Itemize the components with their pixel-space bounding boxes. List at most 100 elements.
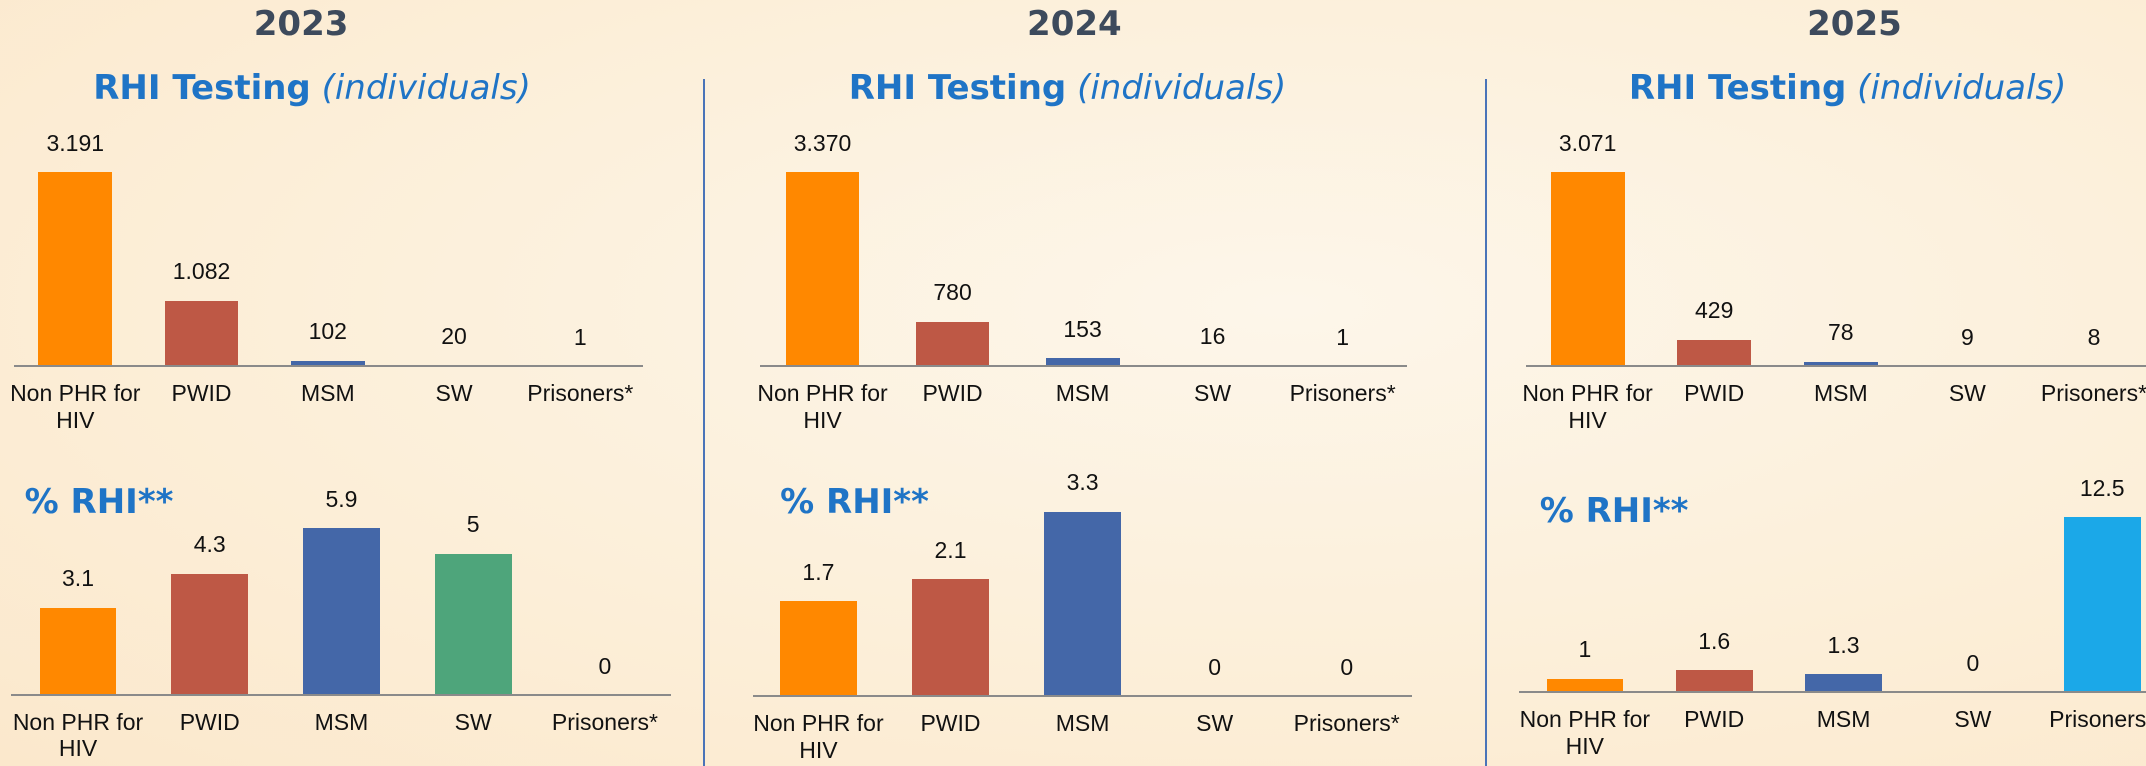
x-tick-label: SW bbox=[1196, 710, 1234, 737]
bar bbox=[912, 579, 989, 697]
bar bbox=[1805, 674, 1882, 693]
bar bbox=[1550, 172, 1625, 367]
x-tick-label: SW bbox=[1194, 380, 1232, 407]
chart-title: % RHI** bbox=[1540, 491, 1689, 531]
x-tick-label: MSM bbox=[1816, 706, 1871, 733]
value-label: 2.1 bbox=[934, 536, 967, 563]
title-main: RHI Testing bbox=[93, 68, 311, 109]
value-label: 12.5 bbox=[2079, 474, 2125, 501]
x-tick-label: PWID bbox=[179, 708, 240, 735]
x-tick-label: SW bbox=[1948, 380, 1986, 407]
x-tick-label: MSM bbox=[1813, 380, 1868, 407]
bar bbox=[785, 172, 860, 367]
year-heading: 2023 bbox=[253, 4, 349, 45]
baseline bbox=[1519, 691, 2146, 694]
bar bbox=[1045, 357, 1120, 367]
x-tick-label: SW bbox=[1954, 706, 1992, 733]
value-label: 3.370 bbox=[793, 130, 852, 157]
value-label: 4.3 bbox=[193, 531, 226, 558]
bar bbox=[915, 321, 990, 367]
x-tick-label: MSM bbox=[314, 708, 369, 735]
x-tick-label: Prisoners* bbox=[1289, 380, 1396, 407]
value-label: 1 bbox=[1578, 636, 1592, 663]
title-main: % RHI** bbox=[24, 481, 174, 522]
x-tick-label: Prisoners* bbox=[551, 708, 658, 735]
value-label: 1.3 bbox=[1827, 631, 1860, 658]
value-label: 0 bbox=[598, 652, 612, 679]
value-label: 102 bbox=[308, 318, 347, 345]
bar bbox=[780, 601, 857, 697]
x-tick-label: Prisoners* bbox=[2049, 706, 2146, 733]
x-tick-label: SW bbox=[435, 380, 473, 407]
bar bbox=[1677, 339, 1752, 367]
value-label: 3.191 bbox=[46, 130, 105, 157]
value-label: 1.6 bbox=[1698, 627, 1731, 654]
value-label: 0 bbox=[1340, 654, 1354, 681]
chart-title: RHI Testing (individuals) bbox=[93, 68, 531, 108]
baseline bbox=[759, 365, 1407, 368]
x-tick-label: Prisoners* bbox=[527, 380, 634, 407]
bar bbox=[1803, 361, 1878, 367]
bar bbox=[1675, 670, 1753, 693]
bar bbox=[434, 553, 512, 696]
value-label: 78 bbox=[1828, 319, 1854, 346]
x-tick-label: Non PHR for HIV bbox=[753, 710, 884, 763]
value-label: 8 bbox=[2087, 323, 2101, 350]
bar bbox=[164, 300, 239, 367]
value-label: 9 bbox=[1960, 323, 1974, 350]
separator bbox=[1485, 79, 1487, 766]
title-main: RHI Testing bbox=[1628, 68, 1847, 109]
value-label: 5 bbox=[466, 511, 480, 538]
value-label: 1.7 bbox=[802, 559, 835, 586]
bar bbox=[1044, 511, 1121, 697]
chart-subtitle: (individuals) bbox=[321, 68, 531, 109]
value-label: 0 bbox=[1208, 654, 1222, 681]
chart-title: RHI Testing (individuals) bbox=[849, 68, 1287, 108]
value-label: 1.082 bbox=[172, 258, 231, 285]
bar bbox=[290, 360, 365, 367]
x-tick-label: Non PHR for HIV bbox=[1522, 380, 1653, 433]
x-tick-label: Prisoners* bbox=[2040, 380, 2146, 407]
x-tick-label: MSM bbox=[1055, 710, 1110, 737]
chart-title: % RHI** bbox=[780, 482, 929, 522]
chart-title: % RHI** bbox=[25, 482, 174, 522]
value-label: 153 bbox=[1063, 315, 1102, 342]
value-label: 16 bbox=[1199, 323, 1226, 350]
chart-subtitle: (individuals) bbox=[1857, 68, 2067, 109]
x-tick-label: PWID bbox=[922, 380, 983, 407]
value-label: 780 bbox=[933, 279, 972, 306]
x-tick-label: PWID bbox=[920, 710, 981, 737]
x-tick-label: Non PHR for HIV bbox=[12, 708, 144, 762]
bar bbox=[1546, 678, 1624, 693]
value-label: 1 bbox=[573, 324, 587, 351]
baseline bbox=[1526, 365, 2146, 368]
x-tick-label: Non PHR for HIV bbox=[757, 380, 888, 433]
year-heading: 2025 bbox=[1807, 4, 1902, 45]
value-label: 3.3 bbox=[1066, 469, 1099, 496]
x-tick-label: MSM bbox=[300, 380, 355, 407]
bar bbox=[38, 172, 113, 367]
value-label: 3.1 bbox=[62, 565, 94, 592]
separator bbox=[703, 79, 705, 766]
baseline bbox=[10, 693, 671, 696]
bar bbox=[39, 607, 117, 696]
year-heading: 2024 bbox=[1027, 4, 1122, 45]
x-tick-label: Non PHR for HIV bbox=[10, 380, 141, 433]
baseline bbox=[13, 365, 644, 368]
x-tick-label: MSM bbox=[1055, 380, 1110, 407]
bar bbox=[171, 573, 249, 696]
value-label: 429 bbox=[1695, 297, 1734, 324]
value-label: 1 bbox=[1336, 324, 1350, 351]
x-tick-label: SW bbox=[454, 708, 492, 735]
x-tick-label: PWID bbox=[1684, 380, 1745, 407]
baseline bbox=[752, 695, 1413, 698]
value-label: 5.9 bbox=[325, 485, 358, 512]
chart-subtitle: (individuals) bbox=[1077, 68, 1287, 109]
title-main: % RHI** bbox=[1539, 491, 1689, 532]
chart-title: RHI Testing (individuals) bbox=[1629, 68, 2067, 108]
x-tick-label: PWID bbox=[1684, 706, 1745, 733]
title-main: RHI Testing bbox=[848, 68, 1067, 109]
value-label: 0 bbox=[1966, 650, 1980, 677]
value-label: 3.071 bbox=[1558, 130, 1617, 157]
